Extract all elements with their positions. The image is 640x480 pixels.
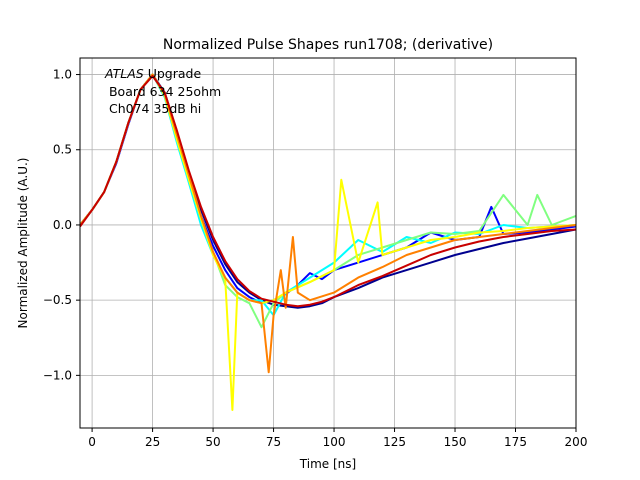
y-tick-label: 0.0: [53, 218, 72, 232]
series-line-6: [80, 75, 576, 308]
y-tick-label: −1.0: [43, 368, 72, 382]
annotation-atlas: ATLAS: [104, 66, 144, 81]
y-tick-label: 1.0: [53, 68, 72, 82]
x-tick-label: 200: [565, 435, 588, 449]
y-axis-label: Normalized Amplitude (A.U.): [16, 158, 30, 329]
atlas-annotation: ATLAS Upgrade Board 634 25ohm Ch074 35dB…: [104, 66, 221, 116]
y-ticks: −1.0 −0.5 0.0 0.5 1.0: [43, 68, 80, 382]
chart-title: Normalized Pulse Shapes run1708; (deriva…: [163, 37, 493, 53]
annotation-board: Board 634 25ohm: [105, 84, 221, 99]
x-ticks: 0 25 50 75 100 125 150 175 200: [88, 428, 587, 449]
annotation-channel: Ch074 35dB hi: [105, 101, 201, 116]
svg-text:ATLAS Upgrade: ATLAS Upgrade: [104, 66, 201, 81]
y-tick-label: −0.5: [43, 293, 72, 307]
series-group: [80, 73, 576, 411]
x-tick-label: 175: [504, 435, 527, 449]
plot-area: [80, 58, 576, 428]
x-tick-label: 150: [444, 435, 467, 449]
plot-frame: [79, 57, 577, 429]
annotation-upgrade: Upgrade: [144, 66, 202, 81]
x-tick-label: 25: [145, 435, 160, 449]
x-tick-label: 75: [266, 435, 281, 449]
x-tick-label: 50: [205, 435, 220, 449]
x-tick-label: 0: [88, 435, 96, 449]
y-tick-label: 0.5: [53, 143, 72, 157]
x-tick-label: 125: [383, 435, 406, 449]
x-axis-label: Time [ns]: [299, 457, 356, 471]
x-tick-label: 100: [323, 435, 346, 449]
